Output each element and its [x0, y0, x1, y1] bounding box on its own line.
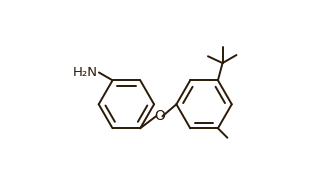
Text: H₂N: H₂N [72, 66, 97, 79]
Text: O: O [154, 109, 165, 123]
